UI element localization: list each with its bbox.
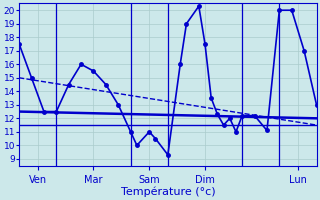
X-axis label: Température (°c): Température (°c)	[121, 186, 215, 197]
